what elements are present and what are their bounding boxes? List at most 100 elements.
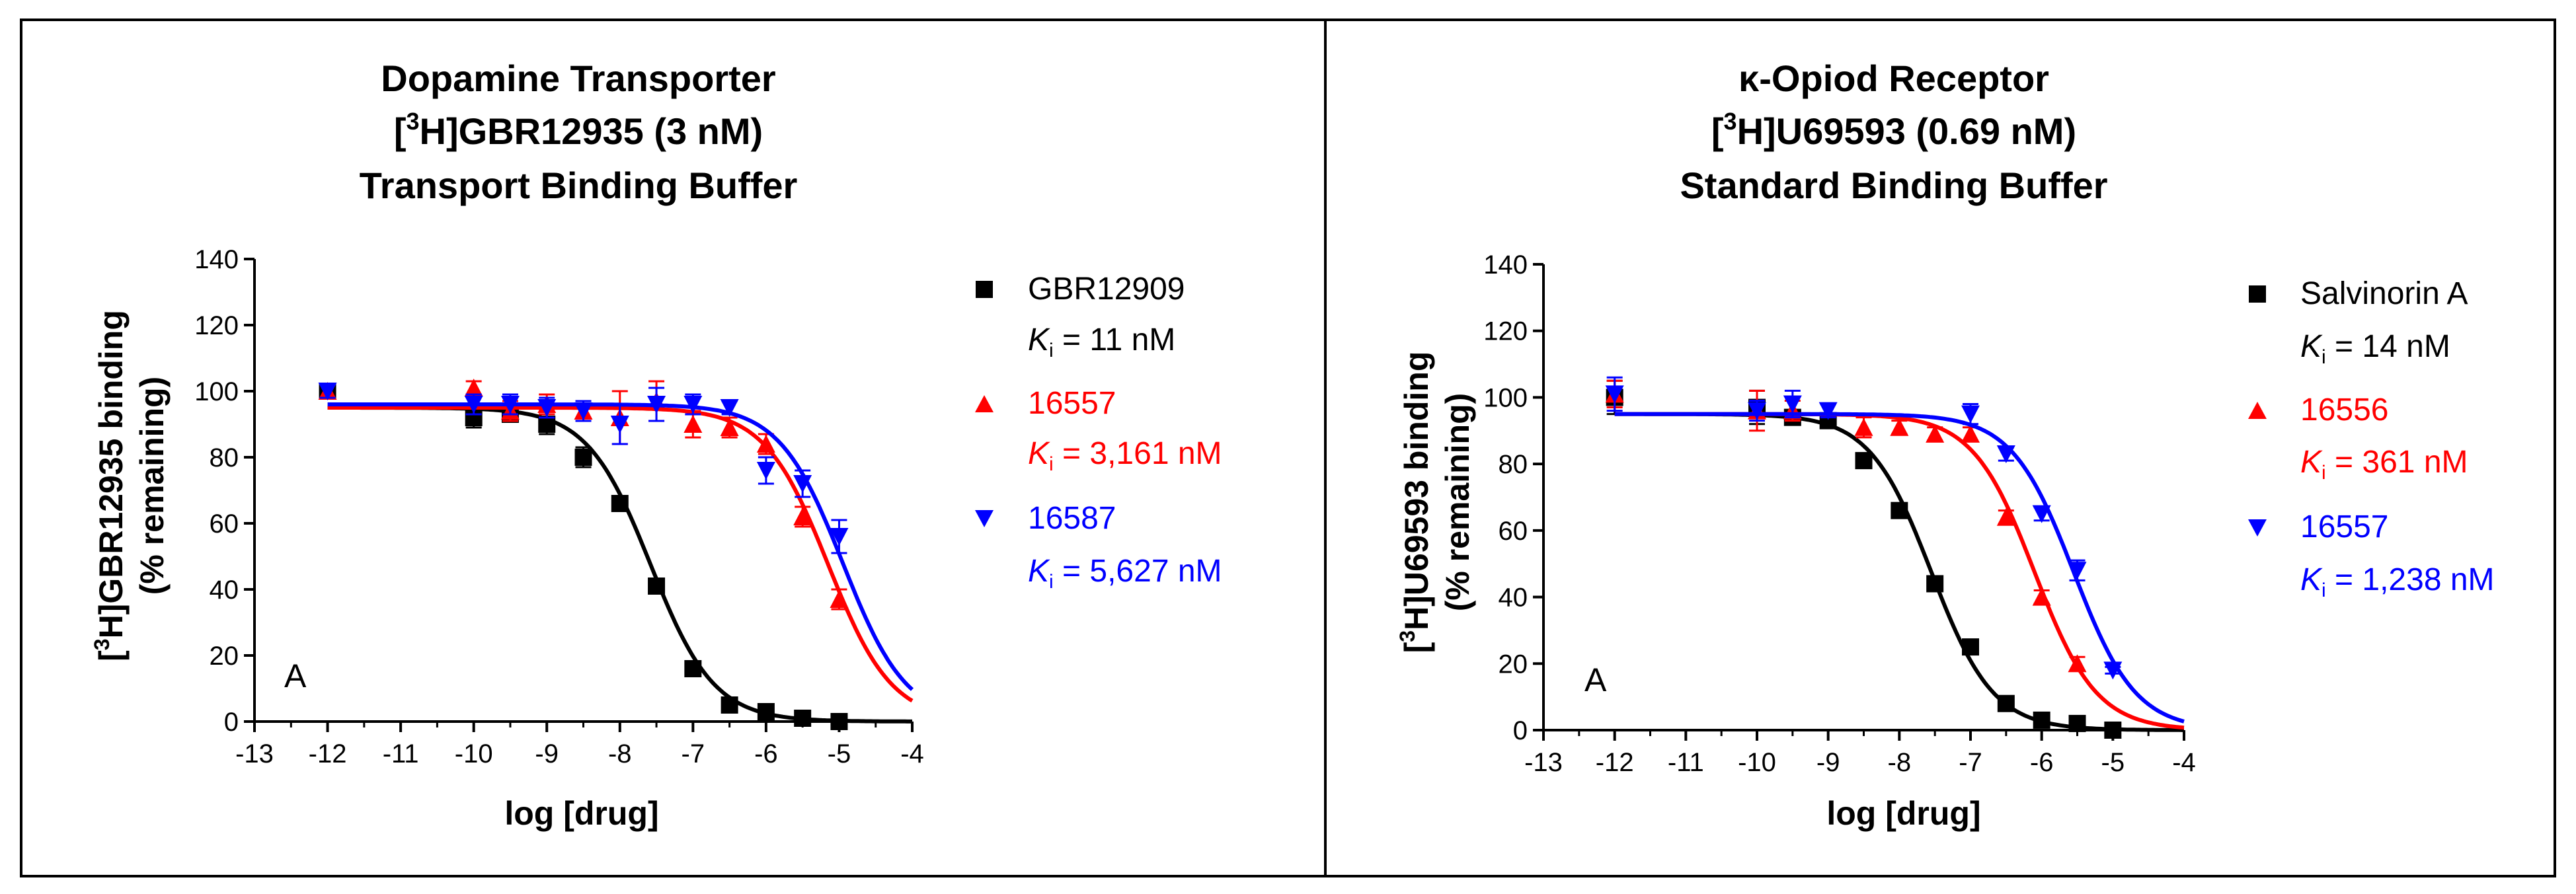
legend-left-marker-1 [976, 281, 993, 298]
legend-right-label-3: 16557 [2300, 509, 2388, 544]
chart-left-y-tick-label: 40 [210, 576, 239, 605]
chart-left-x-tick-label: -6 [754, 739, 778, 768]
chart-right-series-16557 [1605, 376, 2185, 724]
chart-right-ylabel-line2: (% remaining) [1439, 393, 1476, 612]
chart-right-series-16556-point [1926, 424, 1945, 443]
chart-right-series-16556-point [1854, 418, 1873, 436]
chart-left-series-16587-point [793, 475, 812, 493]
chart-right-x-tick-label: -5 [2101, 748, 2125, 777]
chart-right-plot [1605, 376, 2185, 739]
chart-right-series-16557-point [1961, 405, 1980, 424]
chart-left-series-gbr12909-point [574, 449, 592, 466]
chart-left-series-gbr12909-point [648, 577, 666, 595]
chart-right-series-16557-point [1748, 402, 1766, 420]
legend-right-ki-2: Ki = 361 nM [2300, 445, 2468, 484]
legend-left-marker-2 [975, 395, 994, 412]
chart-right-series-salvinorin-a-point [1891, 502, 1908, 519]
chart-left-series-gbr12909-point [830, 713, 848, 730]
chart-left-title: Dopamine Transporter [3H]GBR12935 (3 nM)… [360, 57, 798, 206]
legend-right-label-2: 16556 [2300, 392, 2388, 428]
chart-right-series-16556-point [1961, 424, 1980, 443]
chart-left-legend: GBR12909 Ki = 11 nM 16557 Ki = 3,161 nM … [975, 272, 1222, 593]
chart-left-series-16557-point [830, 590, 849, 608]
legend-left-label-3: 16587 [1028, 501, 1116, 536]
legend-right-marker-2 [2248, 402, 2267, 419]
chart-right-y-tick-label: 20 [1499, 650, 1528, 679]
chart-right-series-16556-point [1996, 507, 2015, 526]
chart-right-ylabel: [3H]U69593 binding (% remaining) [1395, 352, 1476, 653]
chart-left-title-line2: [3H]GBR12935 (3 nM) [394, 108, 763, 152]
chart-left-series-16587-point [647, 396, 666, 414]
chart-left-y-tick-label: 20 [210, 642, 239, 671]
chart-left-series-16557-point [464, 379, 483, 396]
chart-right-legend: Salvinorin A Ki = 14 nM 16556 Ki = 361 n… [2248, 276, 2495, 601]
chart-right-y-tick-label: 60 [1499, 517, 1528, 546]
chart-left-series-16587-point [500, 396, 520, 414]
chart-right-x-tick-label: -9 [1816, 748, 1840, 777]
chart-right-series-16557-point [1783, 395, 1802, 414]
chart-left-x-tick-label: -7 [682, 739, 705, 768]
chart-left-ylabel-line1: [3H]GBR12935 binding [90, 310, 130, 661]
chart-left-series-gbr12909-point [684, 660, 702, 677]
chart-right-series-salvinorin-a-point [1855, 452, 1873, 470]
chart-left-y-tick-label: 0 [224, 708, 239, 737]
chart-left-series-16587 [318, 383, 914, 691]
chart-right-series-salvinorin-a-point [2033, 711, 2050, 729]
chart-right-y-tick-label: 80 [1499, 450, 1528, 479]
chart-left-series-gbr12909-point [611, 495, 629, 512]
chart-left-x-tick-label: -8 [608, 739, 632, 768]
legend-left-ki-2: Ki = 3,161 nM [1028, 436, 1222, 475]
chart-left-ylabel: [3H]GBR12935 binding (% remaining) [90, 310, 171, 661]
chart-right-title: κ-Opiod Receptor [3H]U69593 (0.69 nM) St… [1680, 57, 2107, 206]
chart-left-y-tick-label: 140 [194, 245, 239, 274]
chart-left-x-tick-label: -9 [535, 739, 559, 768]
chart-right-series-16556-point [2068, 654, 2087, 673]
legend-right-ki-3: Ki = 1,238 nM [2300, 562, 2495, 601]
legend-left-series-1: GBR12909 Ki = 11 nM [976, 272, 1185, 361]
legend-right-series-2: 16556 Ki = 361 nM [2248, 392, 2468, 484]
chart-left-series-16587-point [574, 402, 593, 420]
chart-right-x-tick-label: -11 [1668, 748, 1704, 777]
legend-left-ki-1: Ki = 11 nM [1028, 322, 1175, 361]
chart-left-series-16557-point [720, 418, 739, 436]
chart-left-series-16587-point [610, 416, 629, 433]
chart-left-series-16557-point [683, 415, 703, 433]
chart-right-x-tick-label: -7 [1959, 748, 1982, 777]
chart-right-series-16557-point [1996, 445, 2015, 464]
chart-left-series-16587-point [720, 399, 739, 417]
chart-left-series-16587-point [464, 396, 483, 414]
chart-left-y-tick-label: 100 [194, 377, 239, 406]
chart-right-y-tick-label: 140 [1483, 250, 1528, 279]
chart-right-series-16557-point [1605, 385, 1624, 404]
chart-right-y-tick-label: 120 [1483, 317, 1528, 346]
chart-right-series-16557-fit-curve [1614, 412, 2185, 724]
chart-left-series-16587-point [683, 396, 703, 414]
legend-left-series-3: 16587 Ki = 5,627 nM [975, 501, 1222, 593]
chart-right: κ-Opiod Receptor [3H]U69593 (0.69 nM) St… [1395, 57, 2495, 832]
chart-right-series-16557-point [1818, 402, 1838, 420]
chart-left-series-gbr12909-point [721, 696, 738, 714]
chart-right-series-salvinorin-a-point [2068, 714, 2086, 732]
chart-left-ylabel-line2: (% remaining) [134, 377, 171, 595]
legend-left-marker-3 [975, 510, 994, 527]
chart-right-panel-letter: A [1584, 661, 1607, 698]
legend-right-marker-3 [2248, 519, 2267, 537]
chart-right-x-tick-label: -4 [2172, 748, 2196, 777]
chart-right-y-tick-label: 40 [1499, 583, 1528, 613]
chart-right-axes: -13 -12 -11 -10 -9 -8 -7 -6 -5 -4 0 20 40 60 80 100 120 1… [1483, 250, 2196, 777]
chart-right-title-line3: Standard Binding Buffer [1680, 165, 2107, 206]
chart-right-ylabel-line1: [3H]U69593 binding [1395, 352, 1435, 653]
chart-right-series-salvinorin-a-point [2104, 722, 2122, 739]
chart-left-x-tick-label: -10 [455, 739, 493, 768]
chart-left-panel-letter: A [284, 657, 307, 694]
chart-right-series-16556-point [1890, 418, 1909, 436]
chart-right-series-salvinorin-a-point [1997, 694, 2015, 712]
legend-left-ki-3: Ki = 5,627 nM [1028, 554, 1222, 593]
legend-left-series-2: 16557 Ki = 3,161 nM [975, 386, 1222, 475]
chart-right-series-salvinorin-a-point [1962, 638, 1979, 656]
chart-left-title-line3: Transport Binding Buffer [360, 165, 798, 206]
legend-left-label-1: GBR12909 [1028, 272, 1185, 307]
chart-right-series-salvinorin-a-point [1926, 575, 1944, 593]
